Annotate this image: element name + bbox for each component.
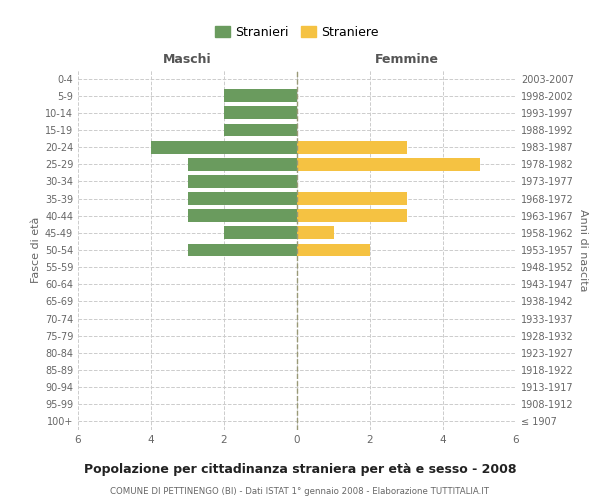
- Bar: [187, 192, 297, 205]
- Text: Popolazione per cittadinanza straniera per età e sesso - 2008: Popolazione per cittadinanza straniera p…: [84, 462, 516, 475]
- Text: Maschi: Maschi: [163, 54, 212, 66]
- Bar: [151, 140, 297, 153]
- Bar: [297, 210, 407, 222]
- Bar: [297, 192, 407, 205]
- Y-axis label: Fasce di età: Fasce di età: [31, 217, 41, 283]
- Bar: [187, 158, 297, 170]
- Bar: [224, 124, 297, 136]
- Bar: [224, 90, 297, 102]
- Bar: [187, 175, 297, 188]
- Bar: [224, 226, 297, 239]
- Bar: [297, 158, 479, 170]
- Legend: Stranieri, Straniere: Stranieri, Straniere: [215, 26, 379, 39]
- Bar: [297, 140, 407, 153]
- Y-axis label: Anni di nascita: Anni di nascita: [578, 209, 588, 291]
- Bar: [297, 244, 370, 256]
- Bar: [297, 226, 334, 239]
- Text: Femmine: Femmine: [374, 54, 439, 66]
- Text: COMUNE DI PETTINENGO (BI) - Dati ISTAT 1° gennaio 2008 - Elaborazione TUTTITALIA: COMUNE DI PETTINENGO (BI) - Dati ISTAT 1…: [110, 488, 490, 496]
- Bar: [224, 106, 297, 120]
- Bar: [187, 244, 297, 256]
- Bar: [187, 210, 297, 222]
